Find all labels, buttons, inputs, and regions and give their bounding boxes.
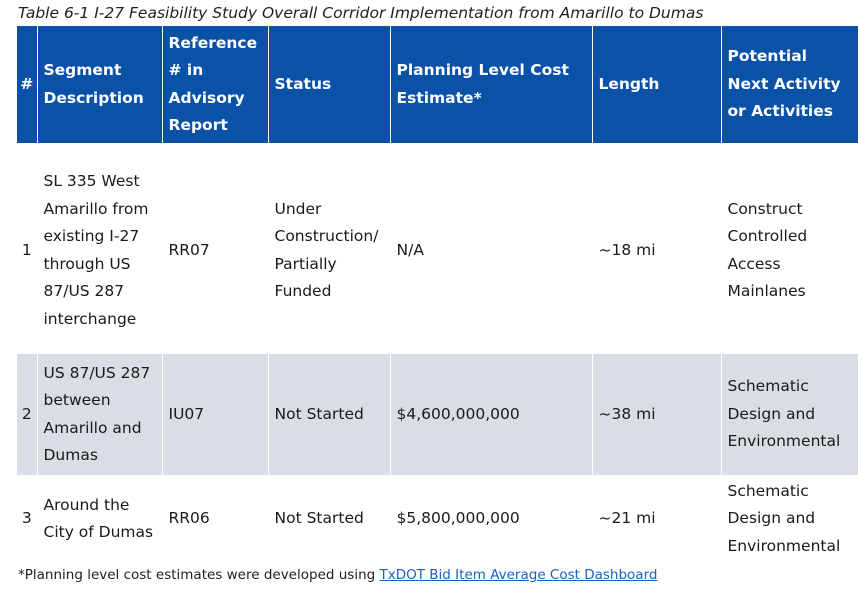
cell-cost: $4,600,000,000 <box>389 354 592 475</box>
cell-reference: RR07 <box>161 143 268 354</box>
cell-next-activity: Schematic Design and Environmental <box>720 475 858 563</box>
header-segment-description: Segment Description <box>36 26 162 143</box>
corridor-implementation-table: # Segment Description Reference # in Adv… <box>17 26 858 563</box>
cell-length: ~38 mi <box>591 354 721 475</box>
header-reference: Reference # in Advisory Report <box>161 26 268 143</box>
cell-cost: N/A <box>389 143 592 354</box>
cell-length: ~18 mi <box>591 143 721 354</box>
table-header-row: # Segment Description Reference # in Adv… <box>17 26 858 143</box>
cell-number: 2 <box>17 354 37 475</box>
cell-segment: US 87/US 287 between Amarillo and Dumas <box>36 354 162 475</box>
cell-reference: IU07 <box>161 354 268 475</box>
footnote-text: *Planning level cost estimates were deve… <box>18 567 380 583</box>
table-caption: Table 6-1 I-27 Feasibility Study Overall… <box>18 4 704 22</box>
table-row: 2 US 87/US 287 between Amarillo and Duma… <box>17 354 858 475</box>
header-status: Status <box>267 26 390 143</box>
header-number: # <box>17 26 37 143</box>
cell-cost: $5,800,000,000 <box>389 475 592 563</box>
cell-status: Not Started <box>267 475 390 563</box>
cell-segment: Around the City of Dumas <box>36 475 162 563</box>
header-next-activity: Potential Next Activity or Activities <box>720 26 858 143</box>
cost-dashboard-link[interactable]: TxDOT Bid Item Average Cost Dashboard <box>379 567 658 583</box>
footnote: *Planning level cost estimates were deve… <box>18 567 657 583</box>
header-length: Length <box>591 26 721 143</box>
cell-number: 3 <box>17 475 37 563</box>
table-row: 3 Around the City of Dumas RR06 Not Star… <box>17 475 858 563</box>
cell-number: 1 <box>17 143 37 354</box>
cell-next-activity: Construct Controlled Access Mainlanes <box>720 143 858 354</box>
cell-status: Under Construction/ Partially Funded <box>267 143 390 354</box>
header-cost-estimate: Planning Level Cost Estimate* <box>389 26 592 143</box>
table-row: 1 SL 335 West Amarillo from existing I-2… <box>17 143 858 354</box>
cell-status: Not Started <box>267 354 390 475</box>
cell-reference: RR06 <box>161 475 268 563</box>
cell-next-activity: Schematic Design and Environmental <box>720 354 858 475</box>
cell-length: ~21 mi <box>591 475 721 563</box>
cell-segment: SL 335 West Amarillo from existing I-27 … <box>36 143 162 354</box>
